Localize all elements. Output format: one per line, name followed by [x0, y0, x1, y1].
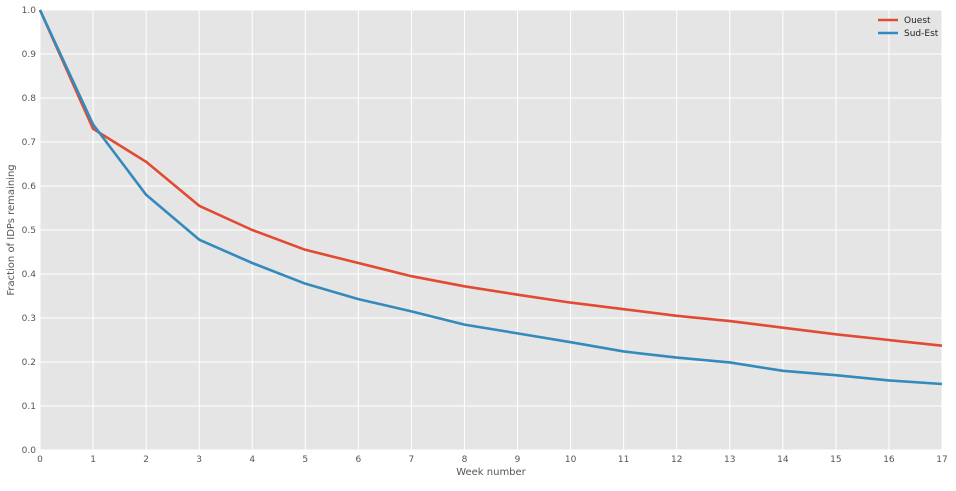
x-tick-label: 2: [143, 455, 149, 465]
y-tick-label: 0.9: [22, 50, 37, 60]
x-tick-label: 3: [196, 455, 202, 465]
series-lines: [38, 9, 943, 386]
y-tick-label: 0.4: [22, 270, 37, 280]
x-tick-label: 13: [724, 455, 735, 465]
x-tick-label: 5: [302, 455, 308, 465]
x-tick-label: 17: [936, 455, 947, 465]
x-tick-label: 12: [671, 455, 682, 465]
legend-label: Sud-Est: [904, 29, 939, 39]
x-tick-label: 10: [565, 455, 577, 465]
x-tick-label: 11: [618, 455, 629, 465]
y-axis-label: Fraction of IDPs remaining: [6, 164, 17, 295]
x-tick-label: 15: [830, 455, 841, 465]
y-tick-label: 0.8: [22, 94, 37, 104]
y-tick-label: 0.6: [22, 182, 37, 192]
series-line-ouest: [38, 9, 943, 348]
legend-label: Ouest: [904, 16, 931, 26]
legend: Ouest Sud-Est: [878, 16, 939, 39]
x-tick-label: 6: [355, 455, 361, 465]
series-line-sud-est: [38, 9, 943, 386]
x-tick-label: 0: [37, 455, 43, 465]
x-tick-label: 9: [515, 455, 521, 465]
x-tick-label: 16: [883, 455, 895, 465]
y-tick-label: 0.5: [22, 226, 36, 236]
x-tick-label: 4: [249, 455, 255, 465]
tick-labels: 0 1 2 3 4 5 6 7 8 9 10 11 12 13 14 15 16 170.00.10.20.30.…: [22, 6, 948, 465]
y-tick-label: 0.0: [22, 446, 37, 456]
y-tick-label: 0.2: [22, 358, 36, 368]
y-tick-label: 0.3: [22, 314, 36, 324]
y-tick-label: 1.0: [22, 6, 37, 16]
x-tick-label: 14: [777, 455, 789, 465]
y-tick-label: 0.7: [22, 138, 36, 148]
x-tick-label: 8: [462, 455, 468, 465]
x-tick-label: 1: [90, 455, 96, 465]
y-tick-label: 0.1: [22, 402, 36, 412]
grid-lines: [39, 9, 943, 451]
x-tick-label: 7: [409, 455, 415, 465]
x-axis-label: Week number: [456, 467, 526, 478]
